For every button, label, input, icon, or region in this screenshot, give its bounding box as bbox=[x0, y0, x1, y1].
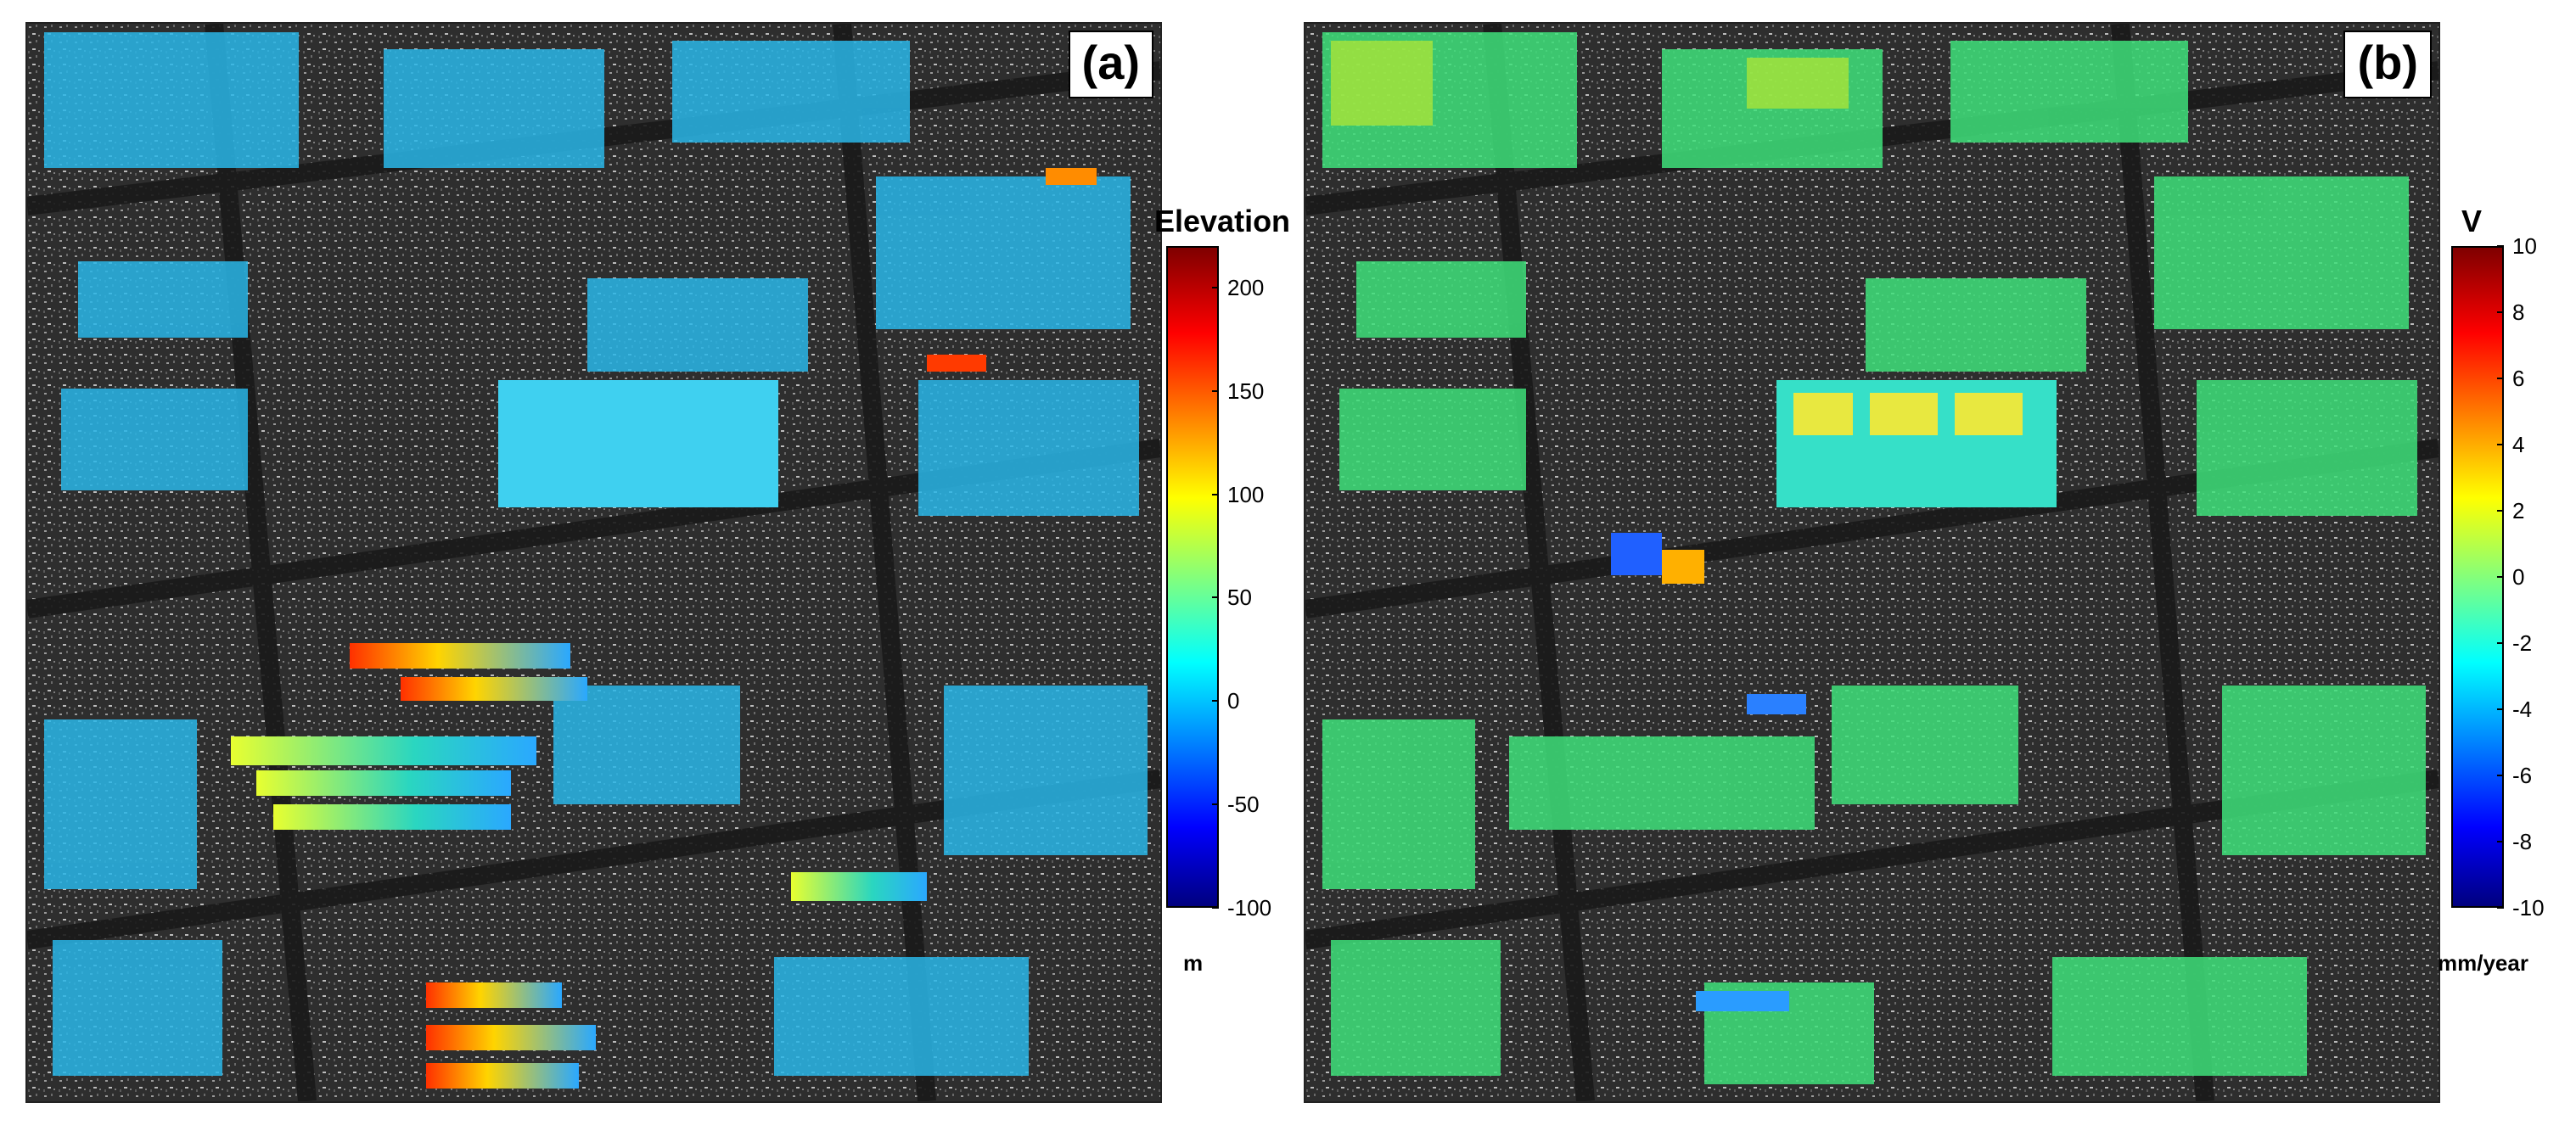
colorbar-unit-m: m bbox=[1183, 950, 1204, 976]
colorbar-tick-mark bbox=[2497, 510, 2504, 512]
colorbar-tick-label: 50 bbox=[1227, 585, 1252, 611]
colorbar-tick-label: 0 bbox=[2512, 564, 2525, 590]
colorbar-tick-mark bbox=[1212, 389, 1219, 392]
colorbar-tick-mark bbox=[1212, 907, 1219, 909]
colorbar-tick-mark bbox=[2497, 841, 2504, 842]
colorbar-tick-mark bbox=[2497, 642, 2504, 644]
colorbar-tick-label: 150 bbox=[1227, 378, 1265, 404]
colorbar-tick-label: 200 bbox=[1227, 274, 1265, 300]
colorbar-unit-mm-year: mm/year bbox=[2438, 950, 2528, 976]
colorbar-tick-label: 8 bbox=[2512, 299, 2525, 325]
building-footprint bbox=[498, 380, 778, 507]
colorbar-tick-label: 0 bbox=[1227, 688, 1240, 714]
colorbar-tick-label: 10 bbox=[2512, 233, 2537, 259]
colorbar-tick-mark bbox=[2497, 907, 2504, 909]
colorbar-tick-mark bbox=[2497, 245, 2504, 247]
colorbar-tick-label: -10 bbox=[2512, 895, 2545, 921]
colorbar-tick-label: 2 bbox=[2512, 498, 2525, 523]
colorbar-tick-label: -100 bbox=[1227, 895, 1272, 921]
velocity-color-scale bbox=[2451, 246, 2504, 908]
elevation-colorbar: Elevation 200 150 100 50 0 -50 -100 m bbox=[1154, 204, 1290, 1010]
colorbar-tick-mark bbox=[2497, 576, 2504, 578]
velocity-colorbar: V 10 8 6 4 2 0 -2 -4 -6 -8 -10 mm/year bbox=[2438, 204, 2573, 1010]
colorbar-tick-mark bbox=[2497, 311, 2504, 313]
colorbar-tick-mark bbox=[2497, 378, 2504, 379]
colorbar-tick-mark bbox=[2497, 775, 2504, 776]
colorbar-tick-label: 100 bbox=[1227, 481, 1265, 507]
colorbar-tick-mark bbox=[2497, 444, 2504, 445]
colorbar-tick-mark bbox=[1212, 493, 1219, 495]
colorbar-title-v: V bbox=[2461, 204, 2483, 238]
colorbar-tick-mark bbox=[2497, 708, 2504, 710]
colorbar-title-elevation: Elevation bbox=[1154, 204, 1291, 238]
colorbar-tick-mark bbox=[1212, 286, 1219, 288]
colorbar-tick-label: -4 bbox=[2512, 697, 2533, 722]
elevation-map-panel: (a) bbox=[25, 22, 1162, 1103]
colorbar-tick-label: 6 bbox=[2512, 366, 2525, 391]
colorbar-tick-mark bbox=[1212, 803, 1219, 806]
colorbar-tick-label: -6 bbox=[2512, 763, 2533, 788]
colorbar-tick-label: -2 bbox=[2512, 630, 2533, 656]
panel-label-a: (a) bbox=[1068, 31, 1153, 98]
panel-label-b: (b) bbox=[2343, 31, 2432, 98]
elevation-color-scale bbox=[1166, 246, 1219, 908]
velocity-map-panel: (b) bbox=[1304, 22, 2440, 1103]
sar-elevation-image bbox=[27, 24, 1160, 1101]
colorbar-tick-label: -8 bbox=[2512, 829, 2533, 854]
colorbar-tick-mark bbox=[1212, 700, 1219, 702]
colorbar-tick-label: -50 bbox=[1227, 792, 1260, 818]
sar-velocity-image bbox=[1305, 24, 2439, 1101]
colorbar-tick-label: 4 bbox=[2512, 432, 2525, 457]
colorbar-tick-mark bbox=[1212, 596, 1219, 599]
